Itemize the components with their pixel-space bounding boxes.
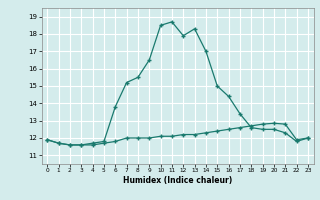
X-axis label: Humidex (Indice chaleur): Humidex (Indice chaleur) bbox=[123, 176, 232, 185]
